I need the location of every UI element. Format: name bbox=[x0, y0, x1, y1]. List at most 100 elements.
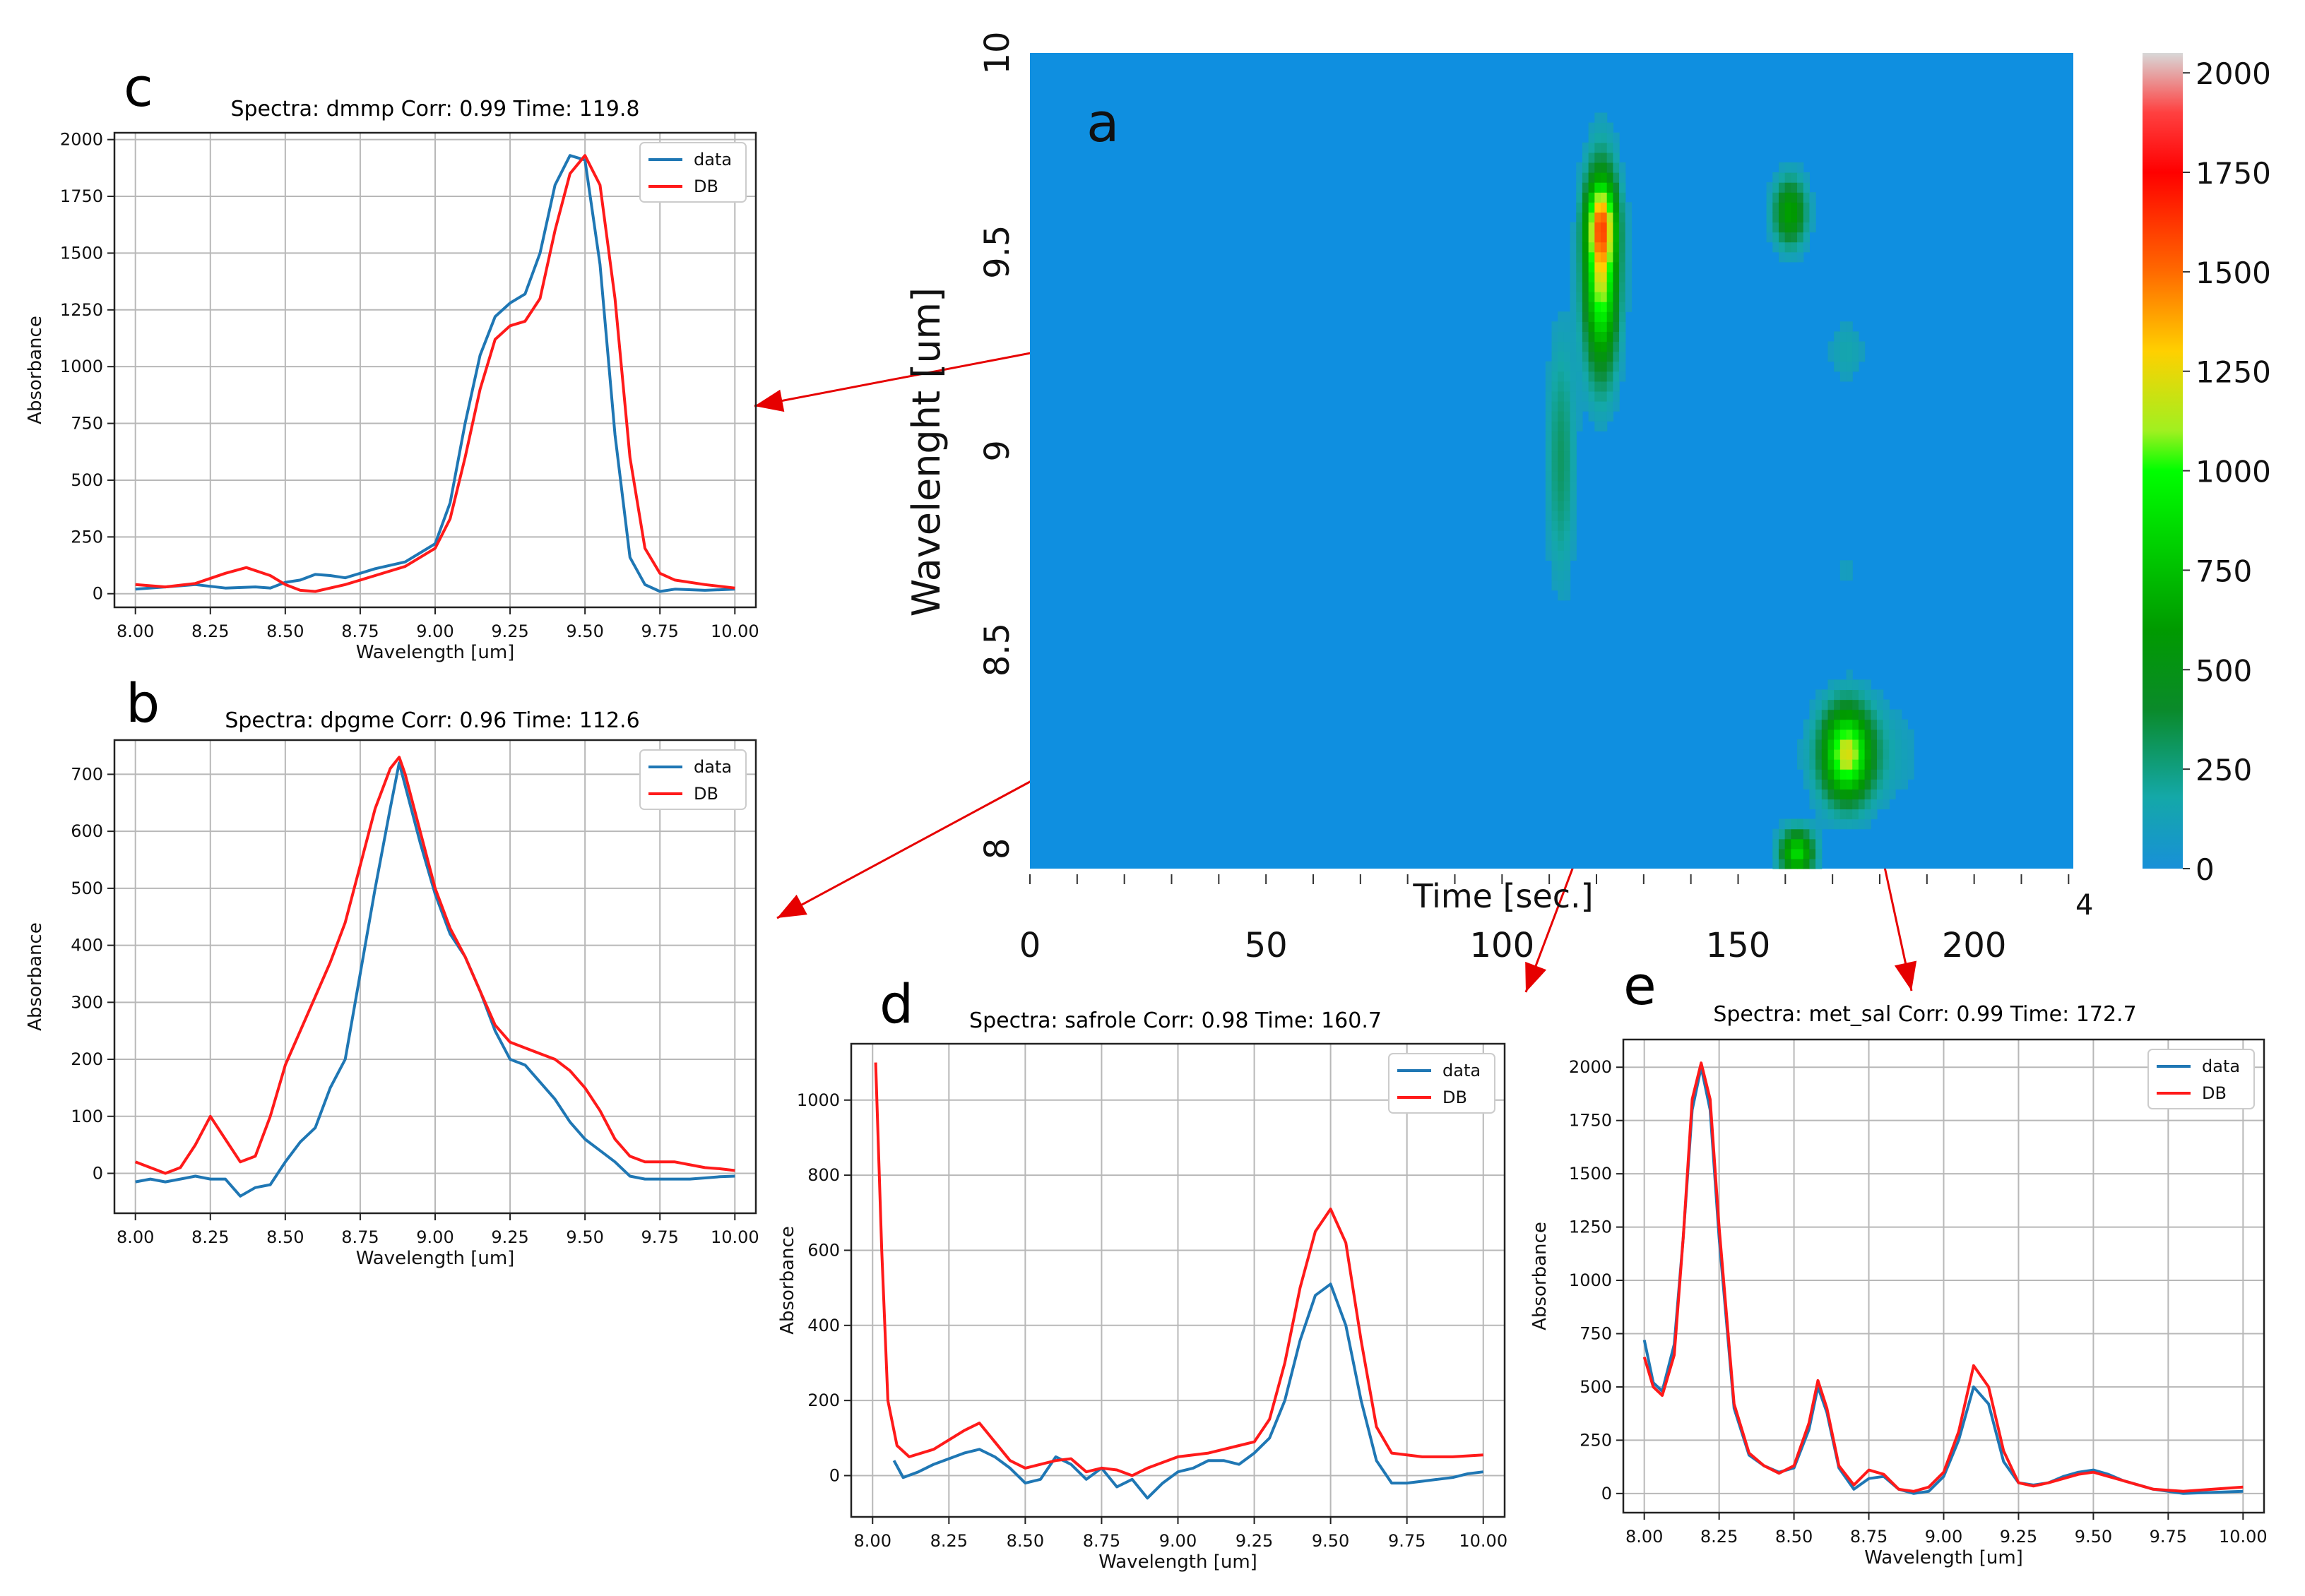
heatmap-cell bbox=[1551, 421, 1558, 431]
heatmap-cell bbox=[1619, 192, 1626, 203]
heatmap-cell bbox=[1815, 699, 1823, 710]
heatmap-cell bbox=[1570, 400, 1577, 412]
series-line-db bbox=[874, 1062, 1483, 1477]
heatmap-cell bbox=[1570, 302, 1577, 312]
heatmap-cell bbox=[1839, 739, 1847, 750]
heatmap-cell bbox=[1834, 779, 1841, 790]
heatmap-cell bbox=[1601, 321, 1608, 332]
legend-label-data: data bbox=[1442, 1061, 1481, 1080]
x-tick-label: 8.50 bbox=[1775, 1527, 1813, 1547]
heatmap-cell bbox=[1883, 779, 1890, 790]
heatmap-cell bbox=[1601, 361, 1608, 372]
heatmap-cell bbox=[1601, 271, 1608, 282]
heatmap-cell bbox=[1803, 858, 1811, 869]
heatmap-cell bbox=[1558, 411, 1565, 422]
colorbar: 0 250 500 750 1000 1250 1500 1750 2000 bbox=[2143, 53, 2271, 887]
heatmap-cell bbox=[1613, 182, 1620, 193]
heatmap-cell bbox=[1606, 152, 1613, 163]
heatmap-cell bbox=[1594, 122, 1601, 133]
heatmap-cell bbox=[1582, 242, 1589, 253]
heatmap-cell bbox=[1606, 132, 1613, 143]
heatmap-cell bbox=[1784, 858, 1791, 869]
heatmap-cell bbox=[1576, 311, 1583, 322]
y-axis-label: Absorbance bbox=[1529, 1222, 1551, 1330]
heatmap-cell bbox=[1570, 550, 1577, 561]
x-tick-label: 9.00 bbox=[416, 1227, 454, 1247]
x-tick-label: 9.75 bbox=[641, 621, 679, 641]
heatmap-cell bbox=[1594, 351, 1601, 362]
heatmap-cell bbox=[1846, 371, 1853, 382]
heatmap-cell bbox=[1576, 271, 1583, 282]
heatmap-cell bbox=[1766, 222, 1773, 233]
heatmap-cell bbox=[1834, 729, 1841, 740]
heatmap-cell bbox=[1901, 759, 1909, 770]
heatmap-cell bbox=[1606, 411, 1613, 422]
heatmap-cell bbox=[1839, 818, 1847, 830]
heatmap-cell bbox=[1588, 341, 1595, 352]
colorbar-tick-label: 500 bbox=[2196, 653, 2252, 688]
heatmap-cell bbox=[1570, 251, 1577, 263]
heatmap-cell bbox=[1588, 321, 1595, 332]
heatmap-cell bbox=[1551, 470, 1558, 482]
heatmap-cell bbox=[1558, 341, 1565, 352]
heatmap-cell bbox=[1601, 222, 1608, 233]
heatmap-cell bbox=[1821, 719, 1829, 730]
spectrum-panel-d: 8.00 8.25 8.50 8.75 9.00 9.25 9.50 9.75 10.00 0 20… bbox=[777, 1042, 1507, 1573]
heatmap-cell bbox=[1778, 172, 1786, 183]
heatmap-cell bbox=[1613, 132, 1620, 143]
heatmap-cell bbox=[1839, 789, 1847, 800]
x-tick-label: 9.50 bbox=[1312, 1531, 1349, 1551]
heatmap-cell bbox=[1846, 749, 1853, 760]
x-tick-label: 8.00 bbox=[117, 621, 154, 641]
heatmap-cell bbox=[1619, 281, 1626, 292]
heatmap-cell bbox=[1619, 261, 1626, 273]
heatmap-cell bbox=[1846, 321, 1853, 332]
heatmap-cell bbox=[1582, 361, 1589, 372]
heatmap-cell bbox=[1803, 182, 1811, 193]
heatmap-cell bbox=[1839, 361, 1847, 372]
heatmap-cell bbox=[1778, 858, 1786, 869]
heatmap-cell bbox=[1772, 172, 1779, 183]
y-tick-label: 200 bbox=[807, 1390, 840, 1410]
heatmap-cell bbox=[1889, 719, 1896, 730]
heatmap-cell bbox=[1852, 818, 1859, 830]
heatmap-cell bbox=[1576, 192, 1583, 203]
heatmap-cell bbox=[1576, 391, 1583, 402]
heatmap-cell bbox=[1576, 222, 1583, 233]
heatmap-xlabel: Time [sec.] bbox=[1412, 877, 1593, 915]
heatmap-cell bbox=[1834, 709, 1841, 720]
heatmap-cell bbox=[1834, 699, 1841, 710]
heatmap-cell bbox=[1601, 192, 1608, 203]
heatmap-cell bbox=[1839, 759, 1847, 770]
heatmap-cell bbox=[1588, 192, 1595, 203]
heatmap-y-tick-label: 8.5 bbox=[978, 623, 1017, 677]
heatmap-cell bbox=[1797, 212, 1804, 223]
heatmap-cell bbox=[1846, 799, 1853, 810]
heatmap-cell bbox=[1852, 341, 1859, 352]
y-tick-label: 500 bbox=[71, 879, 103, 898]
heatmap-cell bbox=[1772, 242, 1779, 253]
heatmap-cell bbox=[1846, 361, 1853, 372]
heatmap-cell bbox=[1803, 818, 1811, 830]
panel-letter-d: d bbox=[879, 972, 913, 1035]
heatmap-cell bbox=[1558, 460, 1565, 472]
heatmap-cell bbox=[1827, 341, 1835, 352]
heatmap-cell bbox=[1570, 490, 1577, 501]
heatmap-cell bbox=[1619, 182, 1626, 193]
heatmap-cell bbox=[1852, 361, 1859, 372]
heatmap-cell bbox=[1766, 182, 1773, 193]
heatmap-cell bbox=[1570, 222, 1577, 233]
heatmap-cell bbox=[1594, 281, 1601, 292]
x-tick-label: 10.00 bbox=[1459, 1531, 1507, 1551]
heatmap-cell bbox=[1551, 550, 1558, 561]
panel-title-d: Spectra: safrole Corr: 0.98 Time: 160.7 bbox=[969, 1008, 1382, 1033]
y-tick-label: 400 bbox=[807, 1316, 840, 1335]
heatmap-cell bbox=[1576, 172, 1583, 183]
heatmap-cell bbox=[1563, 580, 1571, 591]
heatmap-cell bbox=[1594, 381, 1601, 392]
heatmap-cell bbox=[1613, 351, 1620, 362]
x-tick-label: 8.50 bbox=[1007, 1531, 1044, 1551]
heatmap-cell bbox=[1907, 759, 1914, 770]
heatmap-cell bbox=[1588, 202, 1595, 213]
heatmap-cell bbox=[1613, 142, 1620, 153]
